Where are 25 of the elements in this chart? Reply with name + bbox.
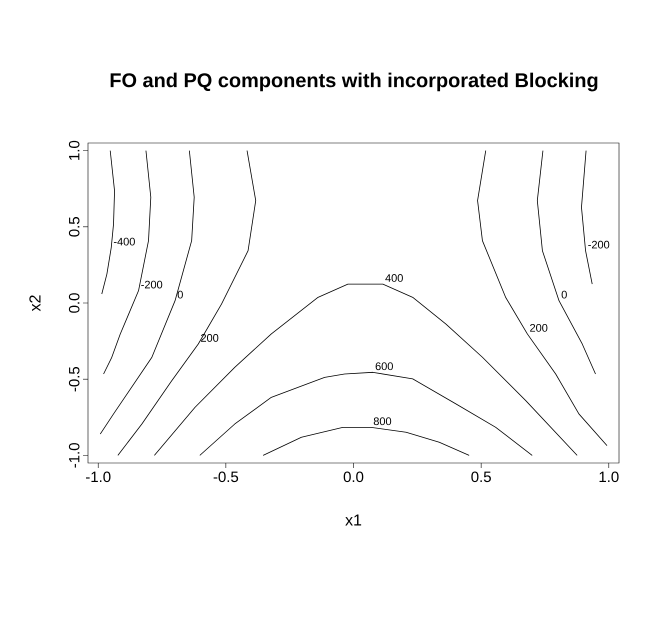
line-series — [101, 150, 115, 294]
x-tick-label: -0.5 — [214, 472, 238, 482]
text: 0 — [562, 290, 567, 299]
x-tick-label: 0.5 — [471, 472, 491, 482]
x-tick-label: 1.0 — [600, 472, 619, 482]
y-tick-label: -0.5 — [68, 366, 80, 392]
text: 200 — [530, 324, 548, 332]
series-label: -400 — [114, 238, 135, 246]
series-label: -200 — [141, 280, 162, 288]
x-tick-label: 0.0 — [344, 472, 364, 482]
y-tick-label: 0.5 — [68, 217, 80, 237]
line-series — [262, 426, 470, 456]
chart-title: FO and PQ components with incorporated Blocking — [110, 72, 598, 92]
text: -200 — [588, 240, 610, 249]
series-label: 200 — [201, 334, 218, 342]
line-series — [199, 372, 533, 456]
y-tick-label: 1.0 — [68, 140, 80, 160]
series-label: 400 — [385, 274, 403, 282]
x-axis-title: x1 — [345, 514, 362, 526]
series-label: 600 — [376, 362, 393, 370]
series-label: 0 — [178, 290, 183, 299]
x-tick-label: -1.0 — [86, 472, 110, 482]
y-tick-label: 0.0 — [68, 293, 80, 313]
series-label: 800 — [374, 417, 392, 426]
y-axis-title: x2 — [29, 295, 40, 312]
